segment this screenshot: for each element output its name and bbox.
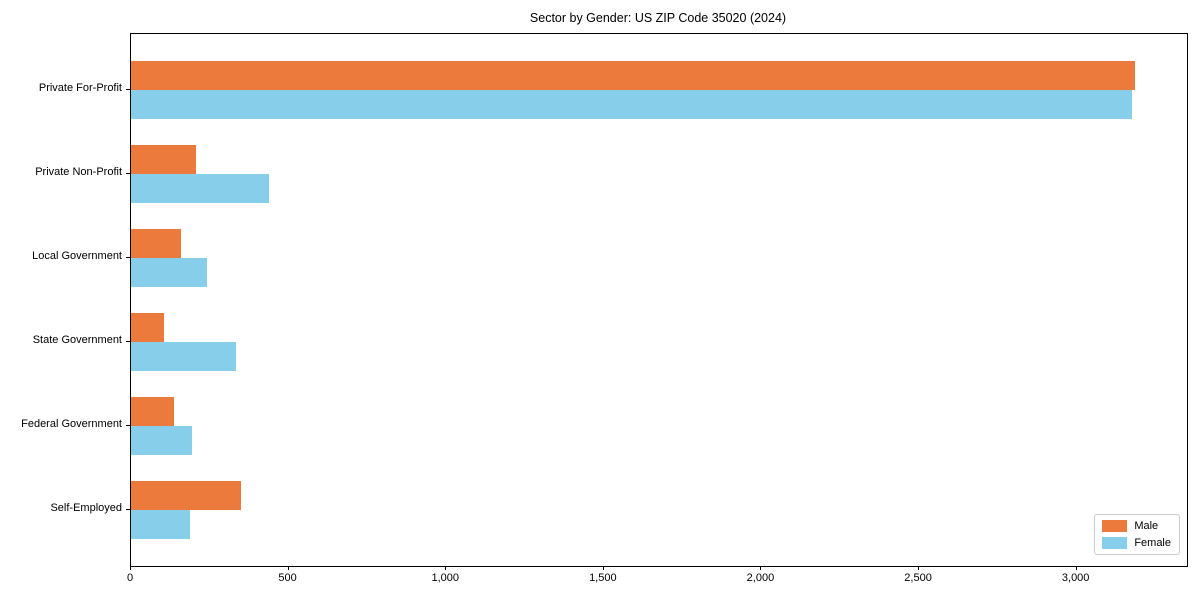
x-tick-mark: [760, 566, 762, 570]
bar-male-5: [131, 481, 242, 510]
y-tick-mark: [126, 341, 130, 342]
bar-female-0: [131, 90, 1132, 119]
bar-female-4: [131, 426, 193, 455]
bar-female-1: [131, 174, 270, 203]
x-tick-mark: [445, 566, 447, 570]
y-tick-mark: [126, 173, 130, 174]
x-axis-label: 1,000: [431, 572, 459, 584]
x-tick-mark: [918, 566, 920, 570]
y-axis-label: Local Government: [32, 250, 122, 262]
bar-female-3: [131, 342, 236, 371]
plot-area: Male Female: [130, 33, 1188, 567]
x-tick-mark: [1075, 566, 1077, 570]
x-tick-mark: [130, 566, 131, 570]
y-axis-label: Federal Government: [21, 418, 122, 430]
x-axis-label: 0: [126, 572, 134, 584]
bar-male-0: [131, 61, 1135, 90]
bar-male-2: [131, 229, 182, 258]
bar-male-3: [131, 313, 165, 342]
x-axis-label: 2,000: [746, 572, 775, 584]
x-tick-mark: [602, 566, 604, 570]
female-series-swatch: [1102, 537, 1128, 549]
y-axis-label: State Government: [32, 334, 122, 346]
legend-entry-male: Male: [1102, 520, 1171, 532]
legend: Male Female: [1094, 514, 1180, 555]
y-axis-label: Self-Employed: [50, 502, 122, 514]
bar-female-2: [131, 258, 207, 287]
legend-label-female: Female: [1134, 537, 1171, 549]
bar-female-5: [131, 510, 191, 539]
legend-label-male: Male: [1134, 520, 1159, 532]
y-tick-mark: [126, 425, 130, 426]
y-tick-mark: [126, 89, 130, 90]
bar-male-1: [131, 145, 196, 174]
x-axis-label: 2,500: [904, 572, 932, 584]
x-axis-label: 500: [278, 572, 297, 584]
y-axis-label: Private Non-Profit: [35, 166, 122, 178]
male-series-swatch: [1102, 520, 1128, 532]
y-tick-mark: [126, 509, 130, 510]
bar-male-4: [131, 397, 175, 426]
x-axis-label: 3,000: [1061, 572, 1090, 584]
chart-title: Sector by Gender: US ZIP Code 35020 (202…: [529, 11, 787, 25]
x-axis-label: 1,500: [589, 572, 617, 584]
y-tick-mark: [126, 257, 130, 258]
legend-entry-female: Female: [1102, 537, 1171, 549]
y-axis-label: Private For-Profit: [38, 82, 122, 94]
x-tick-mark: [287, 566, 289, 570]
